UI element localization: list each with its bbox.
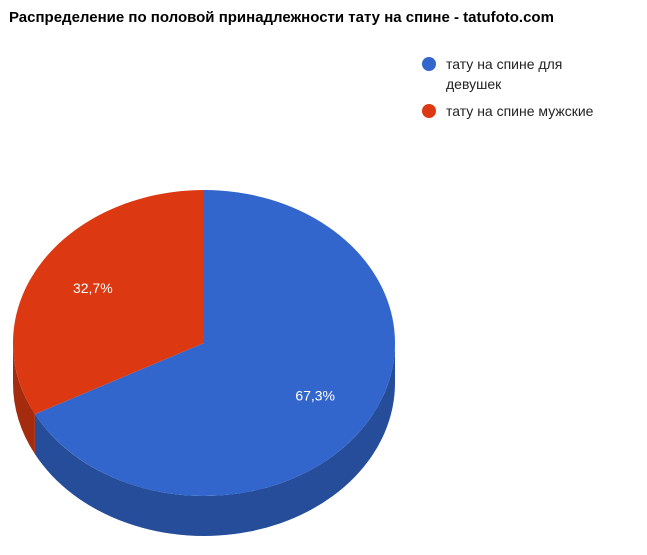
legend-item: тату на спине мужские	[422, 101, 622, 121]
legend-item: тату на спине для девушек	[422, 54, 622, 94]
pie: 67,3% 32,7%	[12, 190, 396, 536]
legend-marker	[422, 57, 436, 71]
pie-side	[13, 343, 35, 455]
chart-title: Распределение по половой принадлежности …	[9, 9, 554, 26]
legend-label: тату на спине для девушек	[446, 56, 563, 92]
pie-slice	[12, 190, 204, 415]
data-label: 32,7%	[73, 280, 113, 296]
data-label: 67,3%	[295, 388, 335, 404]
legend-marker	[422, 104, 436, 118]
pie-side	[34, 343, 396, 536]
pie-slice	[34, 190, 396, 496]
legend: тату на спине для девушек тату на спине м…	[422, 54, 622, 128]
legend-label: тату на спине мужские	[446, 103, 594, 119]
